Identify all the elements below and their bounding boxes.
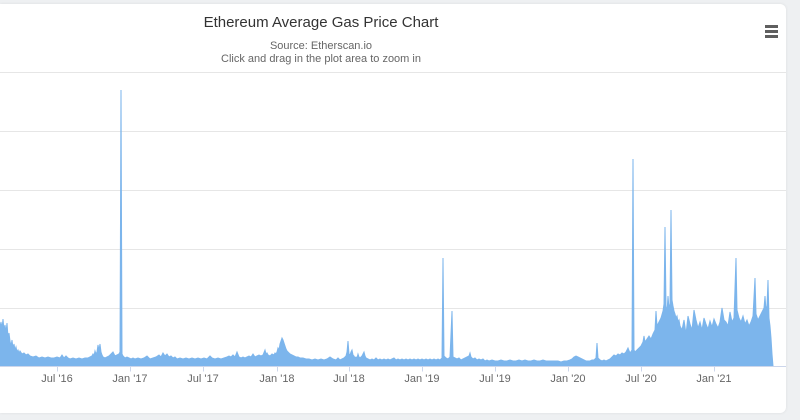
x-axis-label: Jan '18 [259, 373, 294, 385]
gridlines [0, 72, 786, 309]
chart-zoom-hint: Click and drag in the plot area to zoom … [221, 53, 421, 65]
x-axis-label: Jul '16 [41, 373, 72, 385]
chart-header: Ethereum Average Gas Price Chart Source:… [0, 4, 642, 66]
x-axis-label: Jan '17 [112, 373, 147, 385]
x-axis-label: Jan '21 [696, 373, 731, 385]
chart-title: Ethereum Average Gas Price Chart [203, 14, 439, 31]
chart-source-line: Source: Etherscan.io [269, 40, 373, 52]
x-axis: Jul '16 Jan '17 Jul '17 Jan '18 Jul '18 Jan '… [0, 366, 786, 385]
x-axis-label: Jul '19 [479, 373, 510, 385]
x-axis-label: Jul '18 [333, 373, 364, 385]
chart-context-menu-button[interactable] [758, 18, 784, 42]
area-series [0, 89, 774, 367]
x-axis-label: Jan '19 [404, 373, 439, 385]
hamburger-menu-icon [758, 24, 784, 38]
x-axis-label: Jul '17 [187, 373, 218, 385]
x-axis-label: Jul '20 [625, 373, 656, 385]
x-axis-label: Jan '20 [550, 373, 585, 385]
area-series-path [0, 89, 774, 367]
